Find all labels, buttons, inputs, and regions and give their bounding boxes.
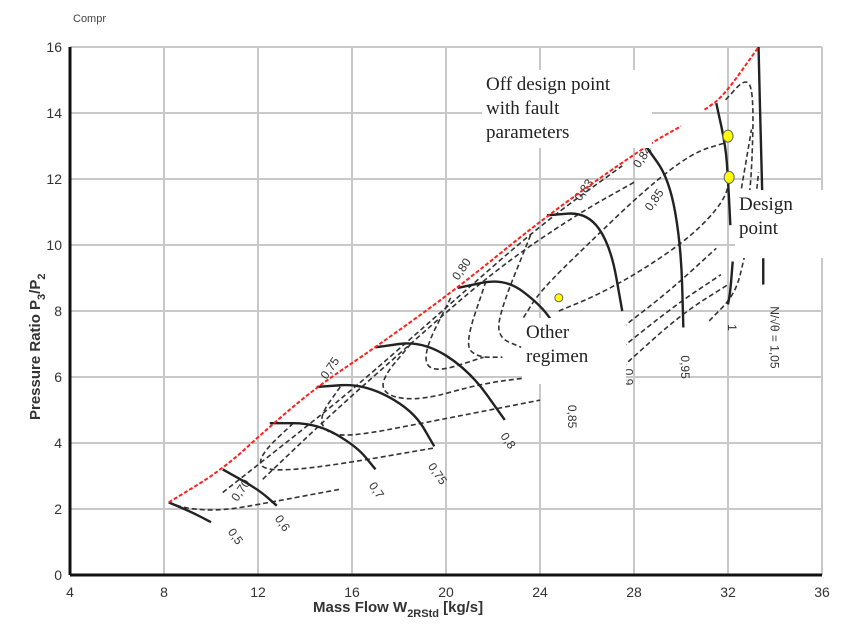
y-tick-label: 2	[54, 501, 62, 517]
speed-label: 0,5	[225, 526, 246, 548]
surge-line-segment	[703, 46, 760, 111]
efficiency-contour	[320, 386, 541, 436]
annotation-design-line: Design	[739, 194, 793, 215]
speed-label: 0,6	[272, 512, 293, 534]
annotations: Off design point with fault parameters Desi…	[482, 70, 825, 384]
y-tick-label: 14	[46, 105, 62, 121]
y-tick-label: 10	[46, 237, 62, 253]
annotation-off_design-line: with fault	[486, 98, 560, 119]
annotation-box	[735, 190, 825, 258]
grid	[68, 46, 823, 577]
efficiency-contour	[259, 422, 435, 471]
annotation-box	[482, 70, 652, 148]
annotation-design-line: point	[739, 218, 779, 239]
efficiency-label: 0,80	[449, 255, 474, 282]
x-tick-label: 32	[720, 584, 736, 600]
y-tick-label: 8	[54, 303, 62, 319]
speed-line	[168, 501, 212, 524]
surge-line	[168, 46, 760, 504]
efficiency-contour	[736, 129, 753, 213]
efficiency-contour	[168, 488, 341, 511]
off-design-point	[722, 129, 734, 143]
speed-label: 0,7	[366, 479, 387, 501]
y-tick-label: 6	[54, 369, 62, 385]
speed-label: 1	[725, 324, 739, 331]
x-tick-label: 12	[250, 584, 266, 600]
annotation-off_design-line: Off design point	[486, 74, 611, 95]
efficiency-contour	[621, 247, 717, 329]
speed-line	[269, 422, 377, 471]
efficiency-contour	[222, 165, 623, 494]
speed-line	[457, 280, 558, 329]
x-tick-label: 24	[532, 584, 548, 600]
efficiency-contour	[621, 283, 729, 368]
efficiency-contour	[425, 297, 484, 370]
speed-lines: 0,50,60,70,750,80,850,9 0,951 N/√θ = 1,05	[168, 46, 781, 548]
annotation-off_design-line: parameters	[486, 122, 569, 143]
efficiency-contour	[558, 178, 732, 312]
x-tick-label: 16	[344, 584, 360, 600]
chart-title: Compr	[73, 13, 106, 25]
efficiency-contour	[497, 234, 532, 349]
design-point	[723, 170, 735, 184]
y-tick-label: 16	[46, 39, 62, 55]
y-axis-label: Pressure Ratio P3/P2	[27, 274, 48, 421]
speed-line	[222, 468, 278, 507]
efficiency-contour	[382, 343, 534, 400]
x-tick-label: 8	[160, 584, 168, 600]
speed-line	[375, 342, 506, 421]
efficiency-contour	[467, 281, 503, 358]
speed-line-segment	[726, 261, 734, 305]
efficiency-contour	[262, 181, 635, 480]
x-tick-label: 28	[626, 584, 642, 600]
x-axis-label: Mass Flow W2RStd [kg/s]	[313, 599, 483, 620]
annotation-other-line: Other	[526, 322, 570, 343]
speed-label: 0,85	[565, 405, 579, 429]
speed-label: N/√θ = 1,05	[767, 306, 781, 369]
y-tick-label: 12	[46, 171, 62, 187]
x-tick-label: 20	[438, 584, 454, 600]
other-regimen-point	[554, 293, 564, 303]
speed-line	[316, 383, 436, 447]
speed-line	[644, 145, 685, 328]
x-tick-label: 36	[814, 584, 830, 600]
annotation-box	[522, 318, 626, 384]
efficiency-contour	[522, 141, 726, 319]
y-tick-label: 4	[54, 435, 62, 451]
speed-line	[546, 212, 624, 312]
efficiency-contour	[621, 274, 722, 348]
x-tick-label: 4	[66, 584, 74, 600]
operating-points	[554, 129, 735, 303]
speed-label: 0,95	[678, 355, 692, 379]
speed-line	[757, 46, 765, 229]
surge-line-segment	[168, 125, 682, 504]
annotation-other-line: regimen	[526, 346, 589, 367]
speed-label: 0,8	[498, 430, 519, 452]
efficiency-contour	[725, 81, 754, 213]
speed-line	[715, 102, 732, 226]
y-tick-label: 0	[54, 567, 62, 583]
